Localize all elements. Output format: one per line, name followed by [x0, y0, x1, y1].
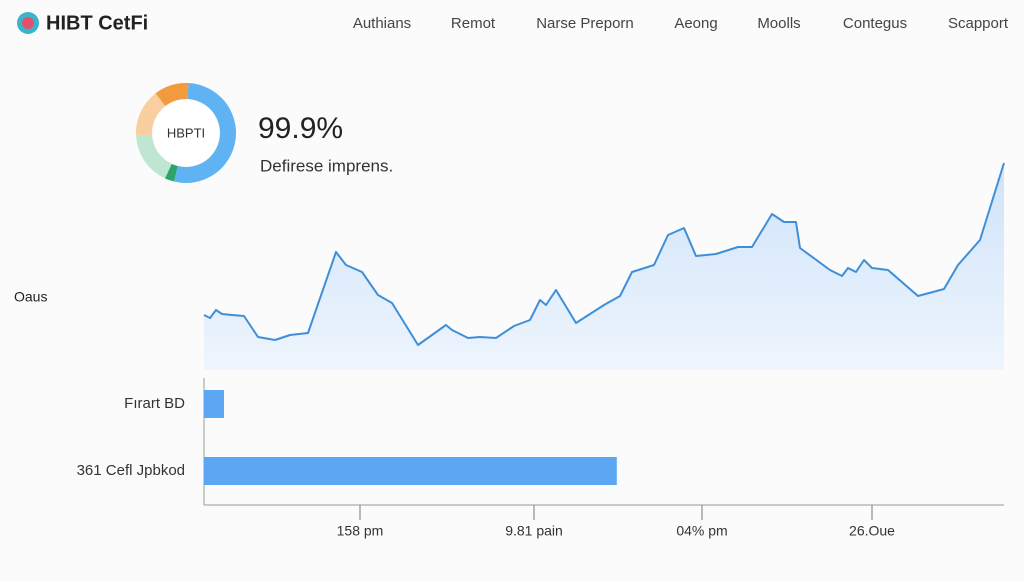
donut-center-label: HBPTI	[167, 125, 205, 140]
donut-hole	[153, 100, 219, 166]
line	[203, 162, 1005, 346]
x-tick-label: 26.Oue	[849, 523, 895, 539]
donut-slice	[164, 163, 178, 182]
x-tick-label: 04% pm	[676, 523, 727, 539]
subtitle: Defirese imprens.	[260, 156, 393, 175]
donut-slice	[136, 93, 166, 136]
nav-link[interactable]: Moolls	[757, 15, 800, 32]
x-tick-label: 158 pm	[337, 523, 384, 539]
donut-slice	[155, 83, 189, 107]
x-tick-label: 9.81 pain	[505, 523, 563, 539]
nav-link[interactable]: Aeong	[674, 15, 717, 32]
bar	[204, 390, 224, 418]
donut-slice	[174, 83, 237, 184]
area	[204, 163, 1004, 370]
nav-link[interactable]: Authians	[353, 15, 411, 32]
brand: HIBT CetFi	[46, 12, 148, 34]
bar-label: 361 Cefl Jpbkod	[77, 462, 185, 479]
y-axis-label: Oaus	[14, 289, 47, 305]
nav-link[interactable]: Narse Preporn	[536, 15, 634, 32]
headline: 99.9%	[258, 112, 343, 145]
logo-icon	[17, 12, 39, 34]
bar-label: Fırart BD	[124, 395, 185, 412]
nav-link[interactable]: Remot	[451, 15, 496, 32]
nav-link[interactable]: Contegus	[843, 15, 907, 32]
donut-slice	[136, 134, 172, 179]
bar	[204, 457, 617, 485]
nav-link[interactable]: Scapport	[948, 15, 1009, 32]
